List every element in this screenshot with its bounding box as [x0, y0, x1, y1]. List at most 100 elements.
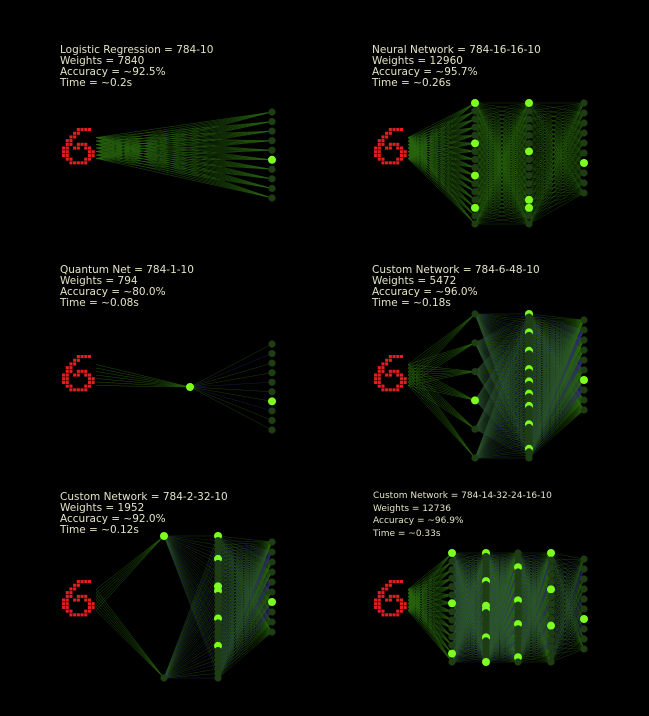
- edge-line: [517, 640, 552, 663]
- edge-line: [485, 576, 519, 663]
- edge-line: [451, 605, 487, 663]
- edge-line: [407, 313, 476, 376]
- edge-line: [217, 551, 273, 660]
- digit-pixel: [388, 131, 392, 135]
- edge-line: [517, 618, 552, 653]
- edge-line: [528, 339, 585, 456]
- edge-line: [217, 571, 273, 642]
- edge-line: [517, 647, 552, 658]
- edge-line: [528, 319, 585, 452]
- digit-pixel: [392, 161, 396, 165]
- edge-line: [474, 127, 530, 225]
- edge-line: [217, 541, 273, 569]
- edge-line: [451, 647, 487, 663]
- edge-line: [528, 319, 585, 446]
- edge-line: [407, 127, 476, 152]
- edge-line: [95, 151, 273, 170]
- edge-line: [451, 633, 487, 663]
- edge-line: [474, 344, 530, 459]
- edge-line: [474, 399, 530, 430]
- edge-line: [407, 102, 476, 149]
- edge-line: [407, 135, 476, 149]
- digit-pixel: [73, 362, 77, 366]
- neuron: [471, 147, 479, 155]
- edge-line: [163, 613, 219, 679]
- edge-line: [407, 313, 476, 369]
- edge-line: [528, 319, 585, 324]
- edge-line: [474, 151, 530, 225]
- digit-pixel: [91, 153, 95, 157]
- edge-line: [485, 552, 519, 613]
- digit-pixel: [396, 128, 400, 132]
- neuron: [580, 119, 588, 127]
- edge-line: [95, 144, 273, 170]
- edge-line: [163, 535, 219, 564]
- edge-line: [528, 329, 585, 428]
- edge-line: [95, 154, 273, 160]
- digit-pixel: [73, 161, 77, 165]
- edge-line: [528, 319, 585, 354]
- edge-line: [474, 393, 530, 459]
- neuron: [580, 139, 588, 147]
- edge-line: [474, 448, 530, 459]
- edge-line: [95, 140, 273, 152]
- edge-line: [528, 112, 585, 120]
- neuron: [580, 605, 588, 613]
- edge-line: [95, 371, 191, 388]
- edge-line: [451, 552, 487, 562]
- edge-line: [407, 140, 476, 144]
- edge-line: [517, 557, 552, 597]
- edge-line: [451, 654, 487, 663]
- edge-line: [550, 598, 585, 641]
- neuron: [268, 558, 276, 566]
- edge-line: [474, 323, 530, 372]
- edge-line: [95, 111, 273, 159]
- edge-line: [95, 147, 273, 151]
- digit-pixel: [91, 380, 95, 384]
- edge-line: [474, 375, 530, 430]
- edge-line: [485, 652, 519, 656]
- edge-line: [407, 371, 476, 401]
- panel-5-time: Time = ~0.12s: [60, 524, 139, 536]
- neuron: [268, 146, 276, 154]
- digit-pixel: [65, 369, 69, 373]
- edge-line: [474, 342, 530, 422]
- edge-line: [528, 319, 585, 385]
- edge-line: [163, 535, 219, 587]
- edge-line: [189, 382, 273, 388]
- edge-line: [407, 589, 453, 629]
- edge-line: [528, 339, 585, 437]
- edge-line: [528, 339, 585, 443]
- active-neuron: [471, 203, 479, 212]
- edge-line: [95, 150, 273, 156]
- digit-pixel: [84, 384, 88, 388]
- neuron: [471, 339, 479, 347]
- edge-line: [517, 567, 552, 653]
- edge-line: [163, 535, 219, 660]
- edge-line: [474, 313, 530, 342]
- edge-line: [485, 552, 519, 575]
- edge-line: [550, 598, 585, 626]
- edge-line: [474, 390, 530, 459]
- edge-line: [528, 339, 585, 413]
- digit-pixel: [87, 580, 91, 584]
- edge-line: [474, 353, 530, 372]
- edge-line: [407, 374, 476, 401]
- digit-pixel: [377, 142, 381, 146]
- edge-line: [451, 630, 487, 663]
- panel-1-time: Time = ~0.2s: [60, 77, 133, 89]
- active-neuron: [471, 139, 479, 148]
- edge-line: [528, 313, 585, 321]
- edge-line: [474, 111, 530, 225]
- edge-line: [407, 599, 453, 654]
- edge-line: [474, 402, 530, 430]
- digit-pixel: [381, 594, 385, 598]
- edge-line: [407, 589, 453, 646]
- edge-line: [485, 552, 519, 606]
- edge-line: [451, 556, 487, 663]
- edge-line: [217, 611, 273, 669]
- digit-pixel: [388, 161, 392, 165]
- digit-pixel: [377, 377, 381, 381]
- active-neuron: [547, 621, 555, 630]
- edge-line: [485, 628, 519, 663]
